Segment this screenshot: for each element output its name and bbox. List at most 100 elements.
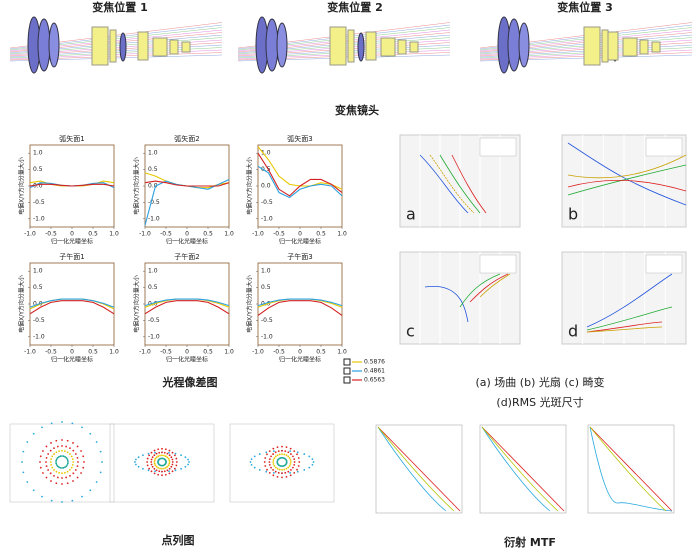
spot-dot	[155, 469, 158, 472]
spot-dot	[171, 451, 174, 454]
spot-dot	[273, 457, 276, 459]
spot-dot	[50, 442, 52, 444]
x-tick-label: 1.0	[337, 231, 347, 238]
spot-dot	[134, 461, 136, 463]
spot-dot	[167, 457, 170, 460]
mtf-curve	[377, 426, 455, 512]
mtf-panel	[587, 424, 675, 514]
spot-dot	[55, 464, 58, 466]
x-tick-label: 0	[298, 231, 302, 238]
spot-dot	[264, 465, 267, 467]
x-tick-label: -0.5	[45, 349, 57, 356]
mtf-curve	[481, 426, 551, 512]
spot-dot	[289, 463, 292, 465]
spot-dot	[56, 445, 59, 448]
lens	[91, 26, 109, 66]
y-axis-label: 电偏X/Y方向分量大小	[18, 157, 26, 215]
series-line	[257, 300, 343, 316]
spot-dot	[268, 463, 271, 466]
spot-dot	[292, 455, 294, 458]
zoom-title: 变焦位置 3	[557, 0, 612, 14]
spot-dot	[66, 458, 69, 460]
y-tick-label: 0.0	[261, 183, 271, 190]
spot-dot	[168, 461, 171, 463]
lens	[601, 29, 609, 63]
lens-diagram	[9, 16, 223, 74]
y-tick-label: -1.0	[148, 215, 160, 222]
lens	[329, 26, 347, 66]
mtf-panel	[375, 424, 463, 514]
lens	[169, 39, 179, 55]
spot-dot	[153, 467, 156, 470]
x-tick-label: 0.5	[316, 349, 326, 356]
spot-dot	[83, 461, 85, 463]
spot-dot	[268, 471, 271, 474]
spot-dot	[55, 470, 58, 473]
spot-dot	[161, 467, 163, 470]
spot-dot	[154, 451, 156, 454]
spot-dot	[153, 454, 156, 457]
x-axis-label: 归一化光瞳坐标	[51, 356, 93, 364]
spot-dot	[64, 455, 66, 458]
mtf-curve	[377, 426, 461, 512]
panel-curve	[586, 306, 673, 331]
y-tick-label: 1.0	[148, 268, 158, 275]
panel-curve	[567, 179, 687, 192]
spot-dot	[268, 461, 271, 463]
spot-dot	[168, 451, 170, 454]
spot-dot	[250, 463, 253, 466]
spot-dot	[61, 483, 63, 485]
y-tick-label: -1.0	[33, 215, 45, 222]
spot-dot	[168, 467, 171, 470]
spot-dot	[164, 455, 167, 458]
panel-curve	[439, 154, 481, 214]
spot-dot	[47, 453, 50, 455]
spot-dot	[168, 454, 171, 457]
spot-dot	[311, 458, 314, 461]
chart-title: 弧矢面1	[59, 134, 84, 143]
spot-dot	[266, 468, 268, 471]
spot-dot	[74, 453, 77, 455]
spot-dot	[70, 466, 73, 469]
spot-dot	[155, 456, 158, 459]
spot-dot	[289, 471, 292, 474]
spot-dot	[66, 464, 69, 466]
spot-dot	[76, 445, 79, 448]
spot-dot	[285, 467, 288, 470]
spot-dot	[158, 451, 161, 454]
x-tick-label: 0.5	[203, 349, 213, 356]
x-tick-label: 1.0	[337, 349, 347, 356]
lens	[507, 18, 521, 72]
legend-swatch	[343, 376, 351, 384]
spot-dot	[150, 470, 153, 473]
spot-frame	[9, 423, 115, 503]
spot-dot	[287, 451, 290, 454]
y-tick-label: -1.0	[261, 333, 273, 340]
spot-dot	[67, 461, 69, 463]
spot-dot	[180, 467, 182, 470]
chart-title: 弧矢面2	[174, 134, 199, 143]
y-tick-label: 0.5	[261, 284, 271, 291]
spot-dot	[61, 421, 63, 423]
spot-dot	[81, 426, 83, 429]
spot-dot	[76, 456, 79, 459]
spot-dot	[281, 468, 283, 471]
spot-dot	[71, 422, 74, 425]
x-tick-label: -1.0	[24, 349, 36, 356]
spot-dot	[150, 458, 153, 461]
panel-curve	[586, 273, 673, 328]
spot-dot	[157, 473, 160, 476]
spot-dot	[250, 458, 253, 461]
lens	[409, 41, 419, 53]
series-line	[29, 300, 115, 315]
lens	[622, 37, 638, 57]
spot-dot	[53, 469, 55, 471]
spot-dot	[170, 465, 173, 468]
lens	[583, 26, 601, 66]
spot-dot	[95, 441, 98, 443]
x-tick-label: -1.0	[252, 349, 264, 356]
lens	[48, 22, 60, 68]
x-tick-label: -1.0	[139, 349, 151, 356]
spot-dot	[164, 448, 167, 451]
spot-dot	[55, 462, 58, 465]
